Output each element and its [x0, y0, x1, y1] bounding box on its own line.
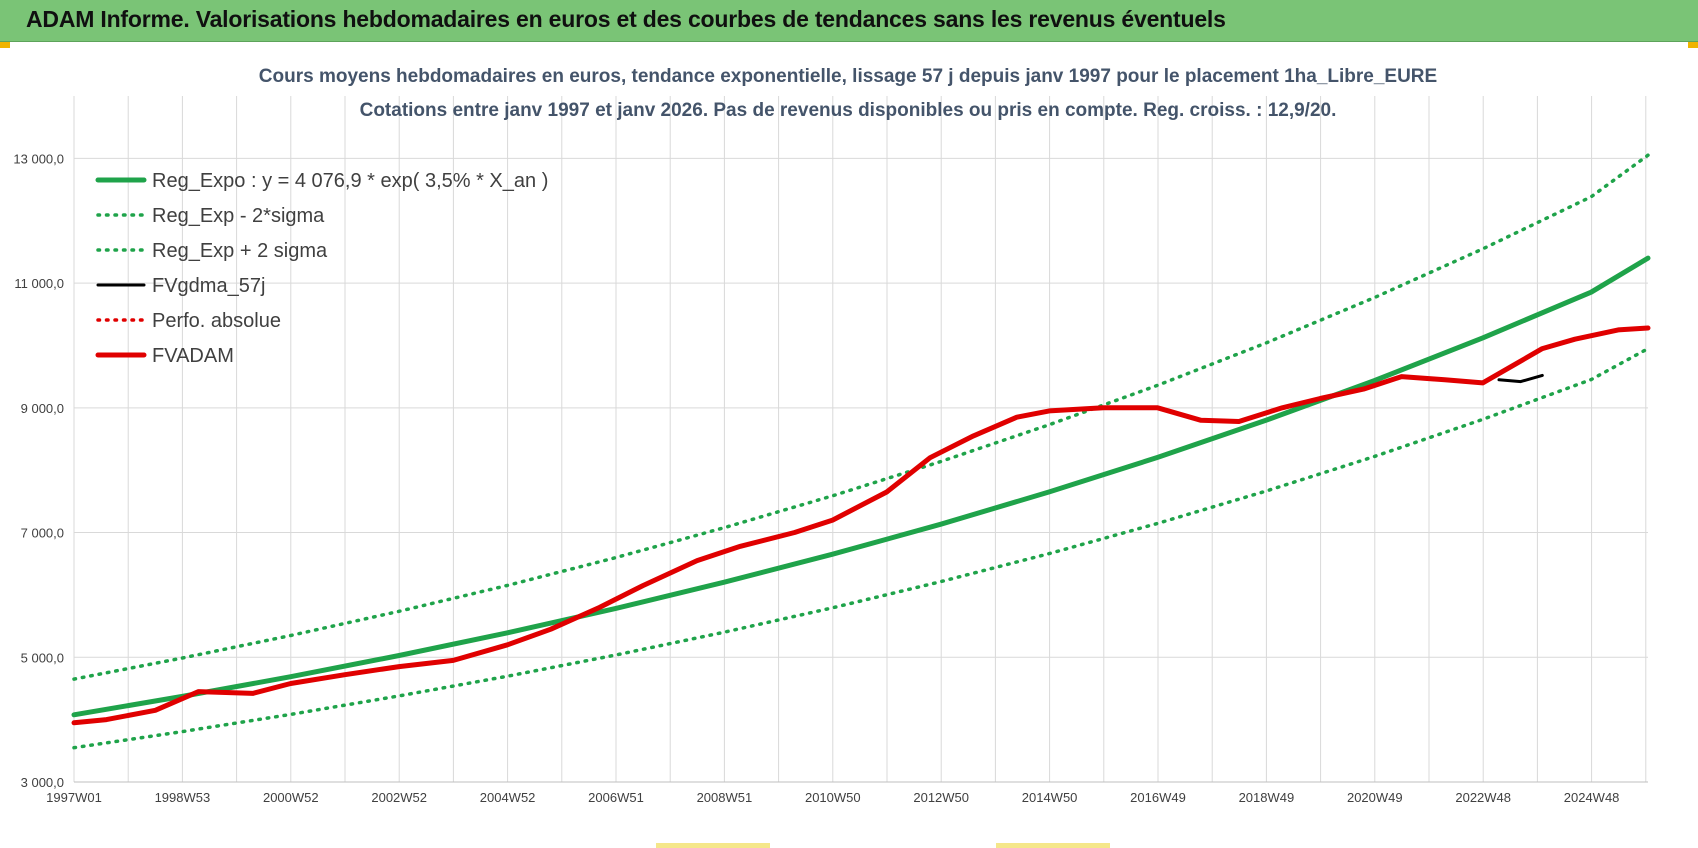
x-tick-label: 2010W50 [805, 790, 861, 805]
legend-label: FVgdma_57j [152, 275, 265, 297]
x-tick-label: 1998W53 [155, 790, 211, 805]
series-line-reg-expo-y-4-076-9-exp-3-5-x-an [71, 255, 1651, 718]
bottom-strip-right [996, 843, 1110, 848]
right-corner-mark [1688, 42, 1698, 48]
x-tick-label: 2012W50 [913, 790, 969, 805]
grid [73, 96, 1648, 783]
series [71, 153, 1651, 750]
y-axis-tick-labels: 3 000,0 5 000,0 7 000,0 9 000,0 11 000,0 13 0… [13, 151, 64, 790]
chart: Cours moyens hebdomadaires en euros, ten… [13, 66, 1651, 805]
header-bar: ADAM Informe. Valorisations hebdomadaire… [0, 0, 1698, 42]
y-tick-label: 3 000,0 [21, 775, 64, 790]
x-tick-label: 2018W49 [1239, 790, 1295, 805]
x-axis-tick-labels: 1997W01 1998W53 2000W52 2002W52 2004W52 2006W… [46, 790, 1619, 805]
legend-label: Reg_Exp - 2*sigma [152, 205, 325, 227]
series-line-fvgdma-57j [1497, 373, 1544, 384]
x-tick-label: 2020W49 [1347, 790, 1403, 805]
x-tick-label: 2002W52 [371, 790, 427, 805]
page-title: ADAM Informe. Valorisations hebdomadaire… [26, 6, 1226, 32]
y-tick-label: 9 000,0 [21, 401, 64, 416]
series-line-reg-exp-2-sigma [72, 346, 1650, 750]
y-tick-label: 13 000,0 [13, 151, 64, 166]
x-tick-label: 2014W50 [1022, 790, 1078, 805]
y-tick-label: 7 000,0 [21, 526, 64, 541]
legend-label: FVADAM [152, 345, 234, 367]
x-tick-label: 2008W51 [697, 790, 753, 805]
x-tick-label: 2004W52 [480, 790, 536, 805]
y-tick-label: 5 000,0 [21, 650, 64, 665]
series-line-fvadam [71, 325, 1651, 726]
x-tick-label: 2022W48 [1455, 790, 1511, 805]
chart-title-line-1: Cours moyens hebdomadaires en euros, ten… [259, 66, 1437, 87]
legend-label: Reg_Expo : y = 4 076,9 * exp( 3,5% * X_a… [152, 170, 548, 192]
x-tick-label: 2006W51 [588, 790, 644, 805]
legend: Reg_Expo : y = 4 076,9 * exp( 3,5% * X_a… [95, 170, 548, 367]
legend-label: Reg_Exp + 2 sigma [152, 240, 328, 262]
x-tick-label: 2024W48 [1564, 790, 1620, 805]
x-tick-label: 2016W49 [1130, 790, 1186, 805]
x-tick-label: 2000W52 [263, 790, 319, 805]
chart-title-line-2: Cotations entre janv 1997 et janv 2026. … [360, 100, 1337, 121]
left-corner-mark [0, 42, 10, 48]
y-tick-label: 11 000,0 [14, 276, 64, 291]
bottom-strip-left [656, 843, 770, 848]
x-tick-label: 1997W01 [46, 790, 102, 805]
legend-label: Perfo. absolue [152, 310, 281, 332]
